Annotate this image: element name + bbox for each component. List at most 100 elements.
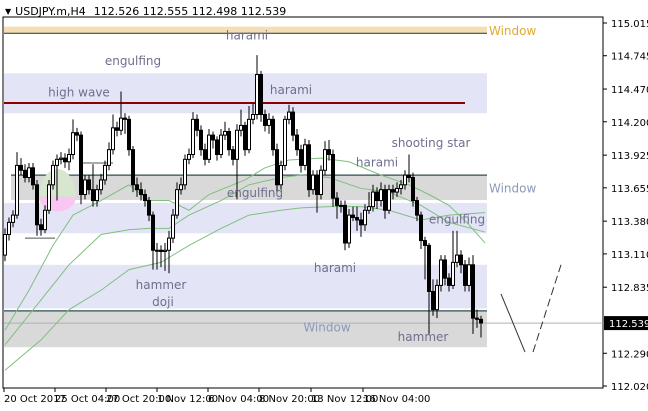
- candle-body-bear: [151, 214, 155, 251]
- candle-body-bull: [51, 164, 55, 186]
- candle: [275, 143, 279, 193]
- candle-body-bull: [251, 114, 255, 120]
- candle-body-bull: [403, 174, 407, 186]
- candle-body-bear: [115, 127, 119, 131]
- pattern-label: Window: [303, 320, 351, 334]
- y-tick-label: 113.380: [611, 217, 648, 228]
- candle: [215, 136, 219, 161]
- candle-body-bear: [335, 197, 339, 206]
- candle: [459, 250, 463, 274]
- pattern-label: harami: [314, 261, 356, 275]
- candle: [207, 129, 211, 163]
- candle: [7, 217, 11, 241]
- candle: [123, 113, 127, 134]
- candle-body-bull: [187, 154, 191, 160]
- candle-body-bear: [199, 129, 203, 151]
- candle: [395, 182, 399, 197]
- candle-body-bull: [267, 118, 271, 126]
- candle: [47, 179, 51, 214]
- candle-body-bull: [303, 144, 307, 166]
- candle: [139, 182, 143, 201]
- candle-body-bear: [295, 134, 299, 151]
- pattern-label: harami: [226, 28, 268, 42]
- candle-body-bear: [383, 189, 387, 211]
- pattern-label: shooting star: [392, 136, 471, 150]
- candle: [399, 179, 403, 195]
- pattern-label: hammer: [136, 278, 187, 292]
- candle: [183, 154, 187, 190]
- candle-body-bear: [39, 224, 43, 231]
- candle-body-bear: [79, 134, 83, 196]
- candle-body-bear: [355, 217, 359, 221]
- candle-body-bear: [35, 184, 39, 226]
- candle: [263, 109, 267, 132]
- candle-body-bull: [15, 164, 19, 216]
- candle: [307, 139, 311, 197]
- candle-body-bear: [131, 149, 135, 186]
- candle-body-bull: [107, 149, 111, 166]
- plot-area: Window Window: [3, 24, 603, 371]
- zone-lavender: [4, 202, 487, 234]
- candle: [435, 279, 439, 319]
- candle: [147, 196, 151, 222]
- candle-body-bull: [27, 167, 31, 179]
- candle: [31, 162, 35, 190]
- candle-body-bear: [195, 118, 199, 131]
- candle: [195, 114, 199, 137]
- candle: [243, 121, 247, 156]
- candle-body-bear: [459, 254, 463, 266]
- candle-body-bull: [247, 118, 251, 151]
- candle: [303, 138, 307, 171]
- candle-body-bull: [207, 134, 211, 160]
- candle: [143, 189, 147, 207]
- candle-body-bear: [431, 290, 435, 311]
- candle-body-bull: [339, 204, 343, 207]
- candle-body-bull: [435, 284, 439, 311]
- candle-body-bear: [23, 169, 27, 179]
- candle: [391, 184, 395, 200]
- candle: [363, 204, 367, 231]
- candle: [115, 121, 119, 137]
- candle: [251, 103, 255, 125]
- candle: [59, 152, 63, 165]
- projection-solid-line: [500, 293, 526, 353]
- y-tick-label: 112.020: [611, 382, 648, 393]
- candle: [371, 184, 375, 212]
- candle-body-bull: [67, 154, 71, 163]
- candle: [87, 175, 91, 195]
- candle: [151, 211, 155, 270]
- candle-body-bear: [343, 204, 347, 244]
- candle-body-bear: [359, 219, 363, 226]
- candle-body-bear: [463, 264, 467, 286]
- candle-body-bull: [235, 129, 239, 160]
- moving-average-line-2: [4, 174, 486, 346]
- candle: [39, 218, 43, 236]
- y-tick-label: 114.470: [611, 85, 648, 96]
- candle-body-bear: [127, 118, 131, 151]
- candle-body-bear: [315, 174, 319, 196]
- candle-body-bull: [367, 206, 371, 211]
- candle: [359, 212, 363, 237]
- candle: [479, 315, 483, 338]
- candle-body-bear: [415, 200, 419, 216]
- x-tick-label: 20 Oct 2017: [4, 394, 66, 405]
- candle: [351, 206, 355, 222]
- candle-body-bull: [163, 249, 167, 252]
- candle: [335, 192, 339, 219]
- candle-body-bull: [59, 157, 63, 160]
- candle: [103, 160, 107, 185]
- window-label: Window: [489, 24, 537, 38]
- candle: [447, 273, 451, 292]
- candle-body-bear: [259, 74, 263, 116]
- candle-body-bear: [75, 132, 79, 136]
- candle: [15, 152, 19, 219]
- candle-body-bull: [71, 132, 75, 156]
- candle: [71, 119, 75, 160]
- triangle-down-icon[interactable]: ▼: [5, 7, 12, 16]
- candle: [83, 175, 87, 200]
- projection-dashed-line: [532, 264, 562, 353]
- candle: [155, 242, 159, 270]
- candle-body-bull: [323, 149, 327, 171]
- candle-body-bear: [139, 189, 143, 196]
